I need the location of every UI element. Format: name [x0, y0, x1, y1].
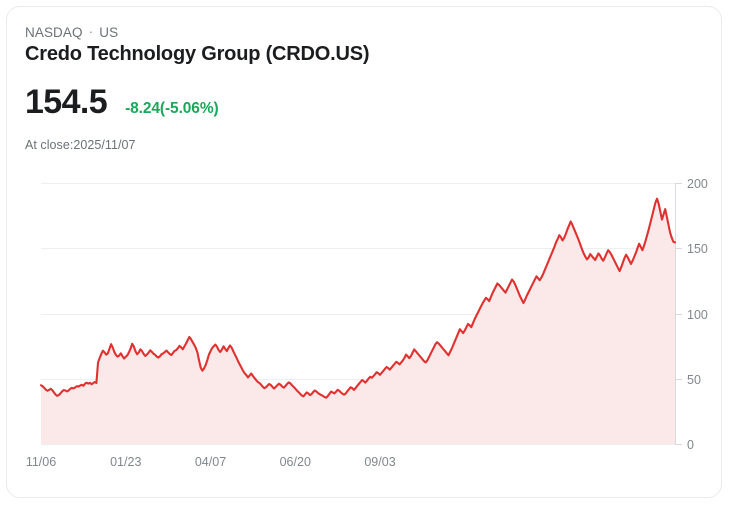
x-axis-tick-label: 11/06 — [26, 455, 56, 469]
price-chart[interactable]: 0 50 100 150 200 11/06 01/23 04/07 06/20 09/03 — [7, 167, 722, 497]
x-axis-labels: 11/06 01/23 04/07 06/20 09/03 — [26, 455, 396, 469]
y-axis-labels: 0 50 100 150 200 — [687, 177, 708, 452]
last-price: 154.5 — [25, 83, 108, 121]
x-axis-tick-label: 04/07 — [195, 455, 226, 469]
y-axis-tick-label: 200 — [687, 177, 708, 191]
chart-area-fill — [41, 198, 675, 444]
x-axis-tick-label: 06/20 — [280, 455, 311, 469]
exchange-label: NASDAQ — [25, 25, 83, 40]
region-label: US — [99, 25, 119, 40]
x-axis-tick-label: 09/03 — [364, 455, 395, 469]
page-title: Credo Technology Group (CRDO.US) — [25, 43, 370, 65]
chart-line-series — [39, 197, 677, 399]
y-axis-tick-label: 150 — [687, 242, 708, 256]
price-chart-svg[interactable]: 0 50 100 150 200 11/06 01/23 04/07 06/20 09/03 — [7, 167, 722, 497]
price-change: -8.24(-5.06%) — [125, 100, 219, 117]
y-axis-tick-label: 0 — [687, 438, 694, 452]
y-axis-tick-label: 100 — [687, 308, 708, 322]
price-row: 154.5 -8.24(-5.06%) — [25, 85, 219, 119]
exchange-region-row: NASDAQ · US — [25, 25, 118, 40]
x-axis-tick-label: 01/23 — [110, 455, 141, 469]
y-axis-tick-label: 50 — [687, 373, 701, 387]
stock-quote-card: NASDAQ · US Credo Technology Group (CRDO… — [6, 6, 722, 498]
market-status-note: At close:2025/11/07 — [25, 138, 136, 152]
separator-dot: · — [88, 23, 94, 39]
